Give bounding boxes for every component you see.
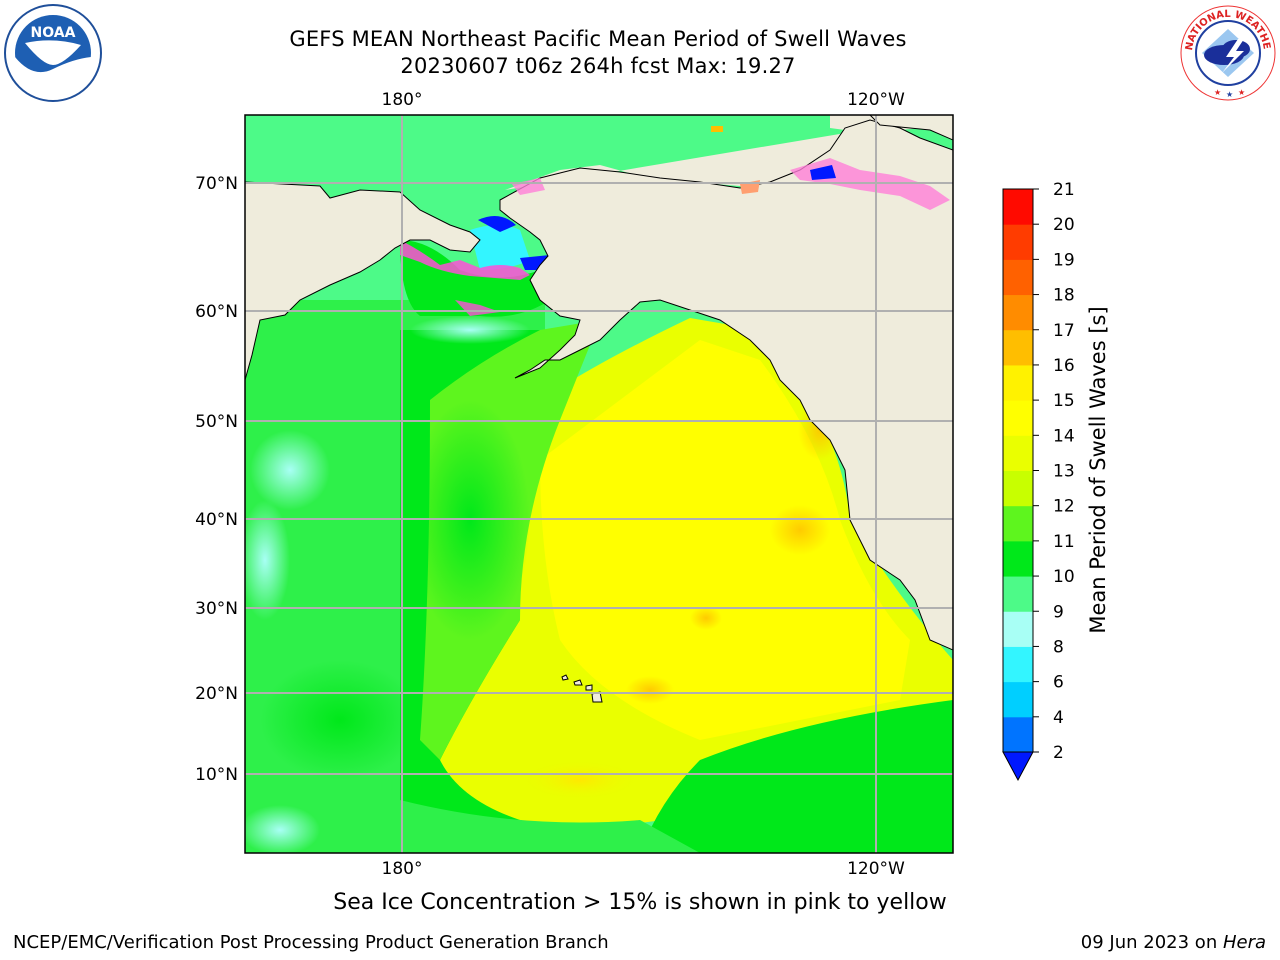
sea-ice-note: Sea Ice Concentration > 15% is shown in … xyxy=(333,890,947,915)
colorbar-tick-label: 4 xyxy=(1053,708,1064,728)
noaa-text: NOAA xyxy=(31,25,76,41)
colorbar-tick-label: 15 xyxy=(1053,391,1075,411)
lat-label-70n: 70°N xyxy=(195,174,238,194)
colorbar-segment xyxy=(1003,716,1033,753)
chart-title: GEFS MEAN Northeast Pacific Mean Period … xyxy=(289,27,907,51)
colorbar-segment xyxy=(1003,576,1033,612)
lon-label-bottom-180: 180° xyxy=(382,859,423,879)
colorbar-tick-label: 19 xyxy=(1053,250,1075,270)
lat-label-20n: 20°N xyxy=(195,684,238,704)
colorbar-segment xyxy=(1003,294,1033,331)
colorbar-tick-label: 12 xyxy=(1053,497,1075,517)
colorbar-segment xyxy=(1003,400,1033,436)
colorbar-segment xyxy=(1003,329,1033,366)
colorbar-segment xyxy=(1003,435,1033,471)
lon-label-top-180: 180° xyxy=(382,90,423,110)
lon-label-top-120w: 120°W xyxy=(847,90,905,110)
lon-label-bottom-120w: 120°W xyxy=(847,859,905,879)
map-gridlines xyxy=(245,115,953,853)
colorbar-extend-triangle xyxy=(1002,751,1034,782)
lat-label-10n: 10°N xyxy=(195,765,238,785)
lat-label-50n: 50°N xyxy=(195,412,238,432)
svg-text:★: ★ xyxy=(1238,88,1245,97)
svg-text:★: ★ xyxy=(1214,88,1221,97)
colorbar-tick-label: 14 xyxy=(1053,426,1075,446)
colorbar-tick-label: 16 xyxy=(1053,356,1075,376)
colorbar-segment xyxy=(1003,364,1033,401)
colorbar-segment xyxy=(1003,470,1033,507)
chart-subtitle: 20230607 t06z 264h fcst Max: 19.27 xyxy=(400,54,796,78)
map-field xyxy=(245,115,953,853)
colorbar-tick-label: 18 xyxy=(1053,286,1075,306)
lat-label-40n: 40°N xyxy=(195,510,238,530)
colorbar-tick-label: 13 xyxy=(1053,462,1075,482)
colorbar-segment xyxy=(1003,540,1033,577)
colorbar-tick-label: 8 xyxy=(1053,637,1064,657)
footer-credit: NCEP/EMC/Verification Post Processing Pr… xyxy=(13,932,609,953)
colorbar-segment xyxy=(1003,259,1033,296)
nws-logo: NATIONAL WEATHER SERVICE ★ ★ ★ xyxy=(1174,0,1278,103)
colorbar-tick-label: 11 xyxy=(1053,532,1075,552)
colorbar-tick-label: 6 xyxy=(1053,673,1064,693)
colorbar-segment xyxy=(1003,646,1033,683)
footer-host: Hera xyxy=(1222,932,1266,953)
colorbar-segment xyxy=(1003,611,1033,647)
colorbar-tick-label: 21 xyxy=(1053,180,1075,200)
footer-date: 09 Jun 2023 on Hera xyxy=(1081,932,1266,953)
colorbar-tick-label: 17 xyxy=(1053,321,1075,341)
colorbar-tick-label: 2 xyxy=(1053,743,1064,763)
colorbar-tick-label: 9 xyxy=(1053,602,1064,622)
colorbar-tick-label: 10 xyxy=(1053,567,1075,587)
lat-label-60n: 60°N xyxy=(195,302,238,322)
colorbar: 2 4 6 8 9 10 11 12 13 14 15 16 17 18 19 20 21 xyxy=(1002,180,1075,782)
colorbar-segment xyxy=(1003,505,1033,542)
footer-date-text: 09 Jun 2023 on xyxy=(1080,932,1223,953)
svg-text:★: ★ xyxy=(1226,90,1233,99)
colorbar-segment xyxy=(1003,681,1033,718)
colorbar-tick-label: 20 xyxy=(1053,215,1075,235)
colorbar-segment xyxy=(1003,224,1033,260)
colorbar-segment xyxy=(1003,189,1033,225)
lat-label-30n: 30°N xyxy=(195,599,238,619)
map-frame xyxy=(244,114,954,854)
colorbar-label: Mean Period of Swell Waves [s] xyxy=(1086,306,1110,633)
noaa-logo: NOAA xyxy=(3,3,103,103)
